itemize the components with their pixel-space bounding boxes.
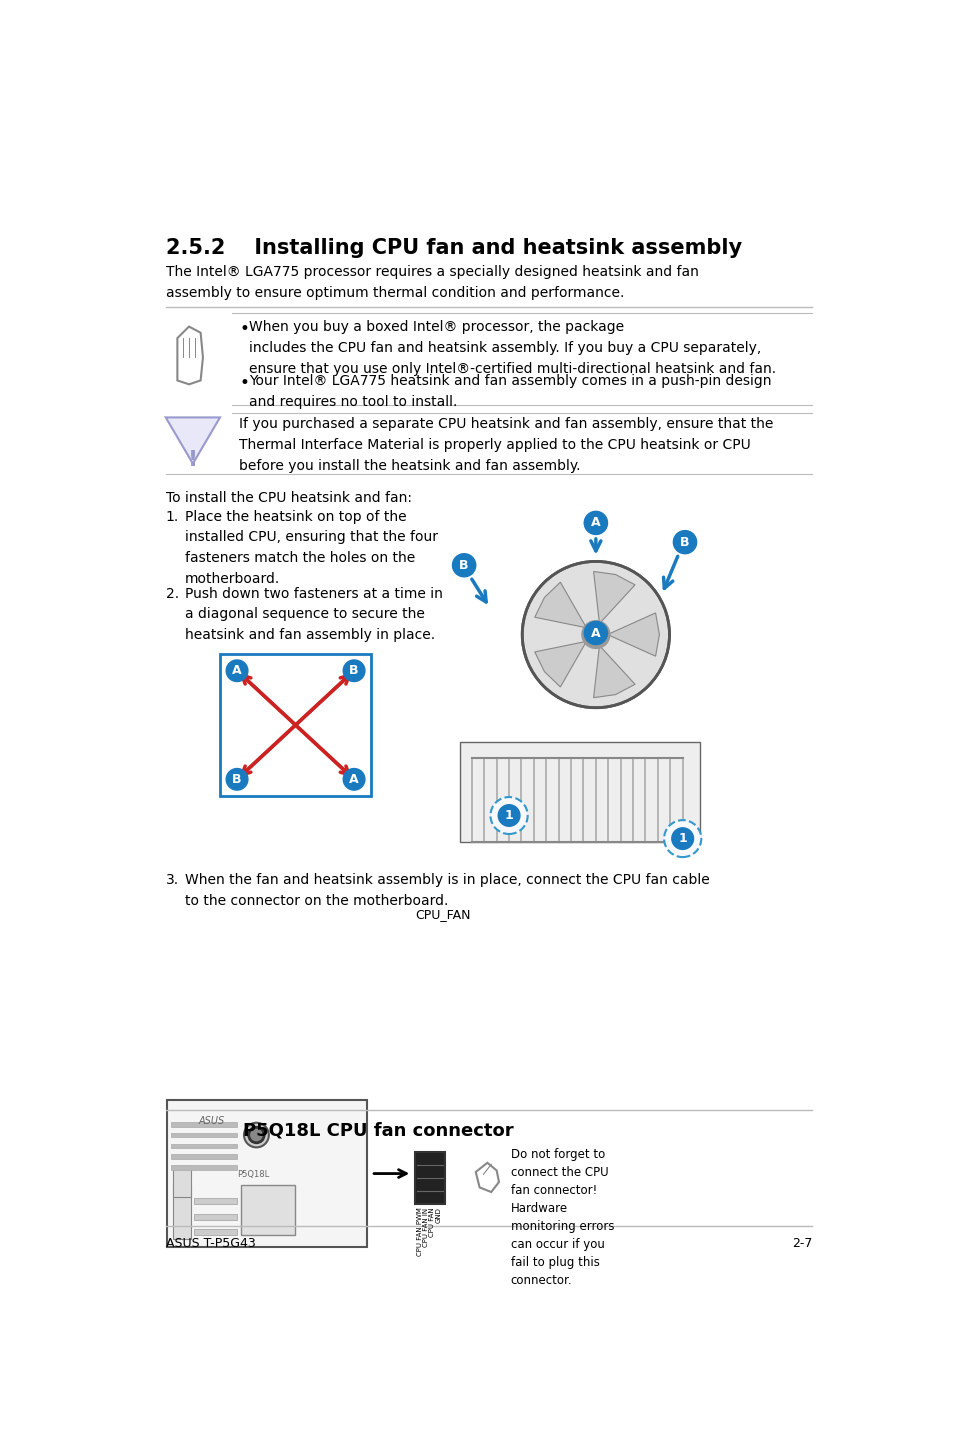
Text: CPU FAN PWM: CPU FAN PWM — [416, 1208, 422, 1257]
Text: ASUS: ASUS — [198, 1116, 224, 1126]
Bar — [171, 1143, 236, 1148]
Text: 2-7: 2-7 — [791, 1238, 811, 1251]
FancyBboxPatch shape — [220, 654, 371, 797]
Bar — [415, 1152, 444, 1205]
Text: The Intel® LGA775 processor requires a specially designed heatsink and fan
assem: The Intel® LGA775 processor requires a s… — [166, 265, 698, 299]
Bar — [171, 1155, 236, 1159]
Polygon shape — [535, 582, 586, 628]
Text: 1: 1 — [504, 810, 513, 823]
Polygon shape — [593, 646, 635, 697]
Text: B: B — [679, 536, 689, 549]
Text: CPU FAN: CPU FAN — [429, 1208, 435, 1237]
Text: 2.5.2    Installing CPU fan and heatsink assembly: 2.5.2 Installing CPU fan and heatsink as… — [166, 239, 741, 257]
Text: P5Q18L CPU fan connector: P5Q18L CPU fan connector — [243, 1122, 514, 1140]
Text: P5Q18L: P5Q18L — [236, 1171, 269, 1179]
Bar — [194, 1229, 236, 1235]
Circle shape — [497, 805, 519, 827]
Circle shape — [583, 512, 607, 535]
Text: •: • — [239, 374, 249, 393]
Text: Push down two fasteners at a time in
a diagonal sequence to secure the
heatsink : Push down two fasteners at a time in a d… — [185, 587, 442, 641]
Text: !: ! — [188, 450, 197, 470]
Polygon shape — [535, 641, 586, 687]
Text: Do not forget to
connect the CPU
fan connector!
Hardware
monitoring errors
can o: Do not forget to connect the CPU fan con… — [510, 1148, 614, 1287]
Circle shape — [452, 554, 476, 577]
Text: CPU FAN IN: CPU FAN IN — [423, 1208, 429, 1247]
Text: Place the heatsink on top of the
installed CPU, ensuring that the four
fasteners: Place the heatsink on top of the install… — [185, 510, 437, 585]
Circle shape — [226, 768, 248, 789]
Bar — [171, 1122, 236, 1126]
Text: A: A — [349, 772, 358, 785]
Text: A: A — [232, 664, 242, 677]
Bar — [194, 1214, 236, 1219]
Circle shape — [343, 768, 365, 789]
Polygon shape — [166, 417, 220, 463]
Bar — [173, 1185, 191, 1240]
Text: 2.: 2. — [166, 587, 178, 601]
Bar — [171, 1165, 236, 1169]
Text: 3.: 3. — [166, 873, 178, 887]
Text: 1.: 1. — [166, 510, 179, 523]
Bar — [167, 1100, 367, 1247]
Circle shape — [673, 531, 696, 554]
Circle shape — [671, 828, 693, 850]
Text: Your Intel® LGA775 heatsink and fan assembly comes in a push-pin design
and requ: Your Intel® LGA775 heatsink and fan asse… — [249, 374, 771, 408]
Text: 1: 1 — [678, 833, 686, 846]
Bar — [241, 1185, 294, 1235]
Circle shape — [343, 660, 365, 682]
Circle shape — [244, 1123, 269, 1148]
Text: B: B — [233, 772, 241, 785]
Text: B: B — [349, 664, 358, 677]
Circle shape — [521, 561, 669, 707]
Bar — [171, 1133, 236, 1137]
Text: •: • — [239, 321, 249, 338]
Text: If you purchased a separate CPU heatsink and fan assembly, ensure that the
Therm: If you purchased a separate CPU heatsink… — [239, 417, 773, 473]
Bar — [459, 742, 700, 843]
Text: A: A — [591, 627, 600, 640]
Circle shape — [226, 660, 248, 682]
Text: ASUS T-P5G43: ASUS T-P5G43 — [166, 1238, 255, 1251]
Text: When you buy a boxed Intel® processor, the package
includes the CPU fan and heat: When you buy a boxed Intel® processor, t… — [249, 321, 776, 375]
Circle shape — [490, 797, 527, 834]
Bar — [194, 1198, 236, 1205]
Circle shape — [583, 621, 607, 644]
Polygon shape — [593, 571, 635, 624]
Text: GND: GND — [436, 1208, 441, 1224]
Text: When the fan and heatsink assembly is in place, connect the CPU fan cable
to the: When the fan and heatsink assembly is in… — [185, 873, 709, 907]
Text: To install the CPU heatsink and fan:: To install the CPU heatsink and fan: — [166, 490, 412, 505]
Circle shape — [663, 820, 700, 857]
Circle shape — [581, 621, 609, 649]
Bar — [173, 1166, 191, 1196]
Text: CPU_FAN: CPU_FAN — [415, 907, 471, 920]
Polygon shape — [607, 613, 659, 656]
Text: A: A — [591, 516, 600, 529]
Circle shape — [249, 1127, 264, 1143]
Text: B: B — [459, 559, 468, 572]
